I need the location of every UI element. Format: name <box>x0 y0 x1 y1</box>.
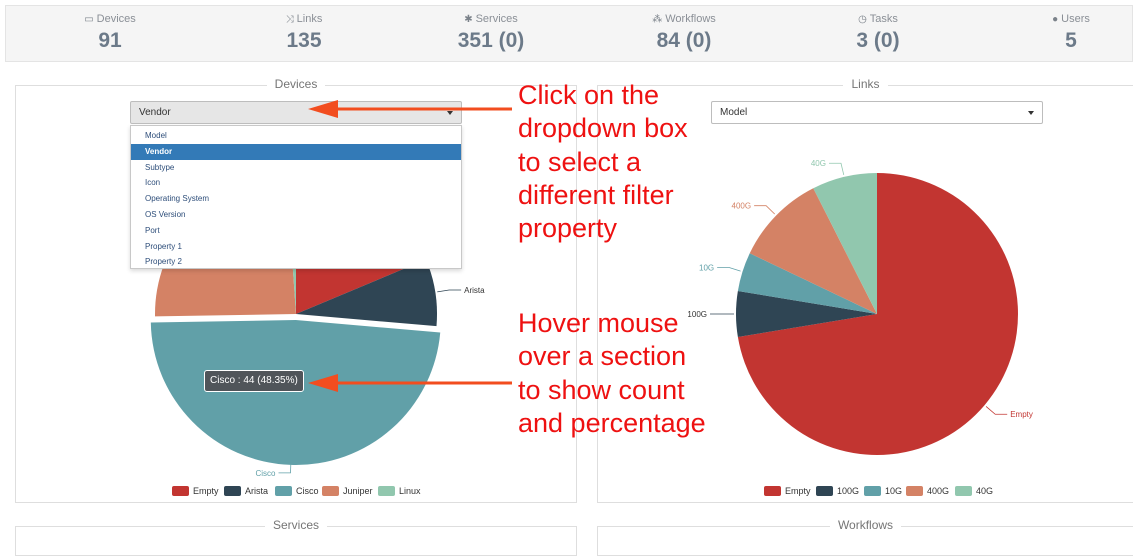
pie-label-line <box>985 406 1008 415</box>
pie-slice[interactable] <box>737 253 877 314</box>
stat-value: 5 <box>1065 29 1077 52</box>
pie-charts: Arista Cisco Empty 100G 10G 400G 40G <box>150 159 1033 478</box>
dropdown-option[interactable]: Icon <box>145 178 161 188</box>
pie-label: 10G <box>699 263 714 272</box>
dropdown-option[interactable]: Port <box>145 225 160 235</box>
pie-label-line <box>828 162 845 176</box>
pie-slice[interactable] <box>813 173 877 314</box>
asterisk-icon: ✱ <box>464 14 473 25</box>
pie-label-line <box>717 267 741 272</box>
pie-label: Empty <box>1010 410 1033 419</box>
pie-slice[interactable] <box>735 290 877 338</box>
arrow-to-tooltip <box>308 374 512 392</box>
devices-filter-options: Model Vendor Subtype Icon Operating System OS… <box>130 125 462 269</box>
clock-icon: ◷ <box>858 14 867 25</box>
pie-slice[interactable] <box>150 319 441 466</box>
services-panel-title: Services <box>264 518 327 532</box>
legend-item[interactable]: Empty <box>172 486 219 496</box>
legend-item[interactable]: Cisco <box>275 486 319 496</box>
user-icon: ● <box>1052 14 1059 25</box>
arrow-to-dropdown <box>308 100 512 118</box>
stat-users[interactable]: ● Users 5 <box>977 6 1133 53</box>
pie-label-line <box>437 289 462 293</box>
annotation-arrows <box>308 100 512 392</box>
dropdown-option[interactable]: Model <box>145 131 167 140</box>
pie-tooltip: Cisco : 44 (48.35%) <box>204 370 304 392</box>
desktop-icon: ▭ <box>84 14 94 25</box>
pie-label-line <box>754 205 775 215</box>
stat-services[interactable]: ✱ Services 351 (0) <box>397 6 585 53</box>
stat-workflows[interactable]: ⁂ Workflows 84 (0) <box>590 6 778 53</box>
shuffle-icon: ⤨ <box>285 14 294 25</box>
pie-label: Cisco <box>255 469 276 478</box>
dropdown-option[interactable]: Vendor <box>131 143 461 160</box>
legend-item[interactable]: 100G <box>816 486 859 496</box>
links-filter-select[interactable]: Model <box>711 101 1043 124</box>
devices-filter-select[interactable]: Vendor <box>130 101 462 124</box>
stat-value: 135 <box>286 29 322 52</box>
stat-value: 91 <box>98 29 122 52</box>
stat-devices[interactable]: ▭ Devices 91 <box>16 6 204 53</box>
hover-annotation: Hover mouse over a section to show count… <box>518 308 706 438</box>
legend-item[interactable]: Linux <box>378 486 421 496</box>
links-legend: Empty 100G 10G 400G 40G <box>764 486 1004 498</box>
workflows-panel-title: Workflows <box>829 518 902 532</box>
legend-item[interactable]: Arista <box>224 486 268 496</box>
legend-item[interactable]: 400G <box>906 486 949 496</box>
legend-item[interactable]: 40G <box>955 486 993 496</box>
links-panel-title: Links <box>843 77 888 91</box>
dropdown-option[interactable]: Operating System <box>145 194 210 204</box>
stat-value: 3 (0) <box>856 29 900 52</box>
pie-label: Arista <box>464 286 485 295</box>
pie-label: 100G <box>687 310 707 319</box>
stat-value: 351 (0) <box>457 29 525 52</box>
devices-panel-title: Devices <box>266 77 326 91</box>
pie-slice[interactable] <box>737 173 1018 455</box>
legend-item[interactable]: Juniper <box>322 486 373 496</box>
devices-legend: Empty Arista Cisco Juniper Linux <box>172 486 432 498</box>
pie-label-line <box>278 460 292 474</box>
pie-slice[interactable] <box>749 188 877 314</box>
pie-slice[interactable] <box>296 259 438 327</box>
sitemap-icon: ⁂ <box>652 14 663 25</box>
stats-bar: ▭ Devices 91 ⤨ Links 135 ✱ Services 351 (0)… <box>5 5 1133 62</box>
legend-item[interactable]: 10G <box>864 486 902 496</box>
dropdown-option[interactable]: Property 2 <box>145 257 182 267</box>
caret-down-icon <box>447 111 453 115</box>
stat-tasks[interactable]: ◷ Tasks 3 (0) <box>784 6 972 53</box>
pie-label: 400G <box>732 202 752 211</box>
stat-value: 84 (0) <box>656 29 712 52</box>
pie-label: 40G <box>811 159 826 168</box>
dropdown-annotation: Click on the dropdown box to select a di… <box>518 80 688 244</box>
caret-down-icon <box>1028 111 1034 115</box>
stat-links[interactable]: ⤨ Links 135 <box>210 6 398 53</box>
dropdown-option[interactable]: Property 1 <box>145 241 182 251</box>
dropdown-option[interactable]: OS Version <box>145 209 186 219</box>
dropdown-option[interactable]: Subtype <box>145 162 175 172</box>
legend-item[interactable]: Empty <box>764 486 811 496</box>
